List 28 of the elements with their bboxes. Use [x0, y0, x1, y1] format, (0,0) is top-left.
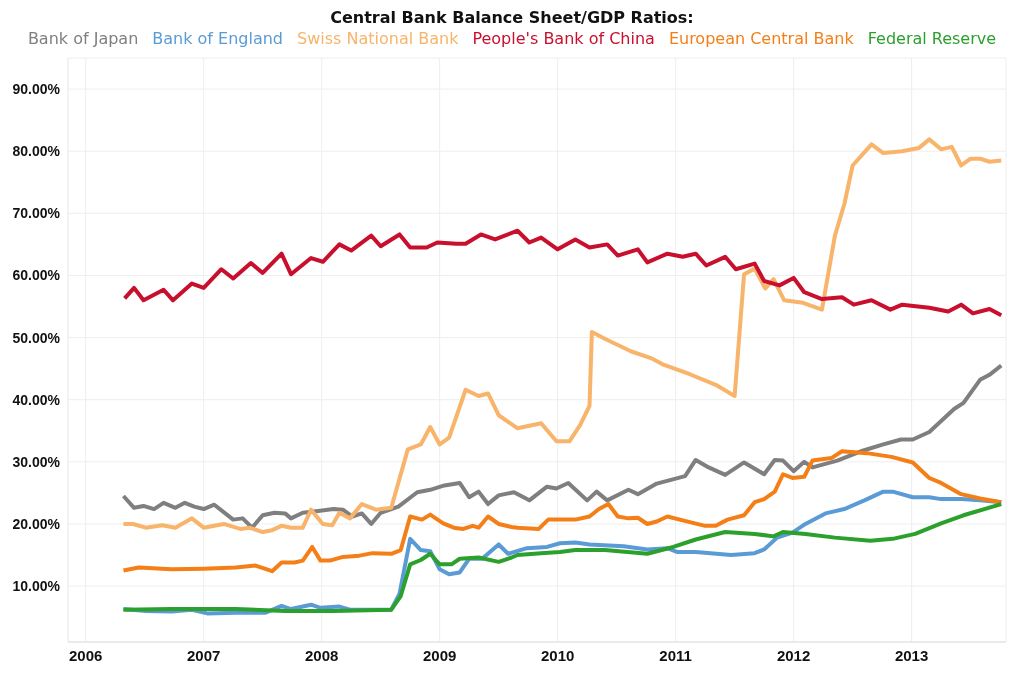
line-series — [121, 449, 1004, 574]
chart-title: Central Bank Balance Sheet/GDP Ratios: — [329, 8, 695, 27]
y-tick-label: 10.00% — [12, 578, 61, 595]
y-tick-label: 70.00% — [12, 205, 61, 222]
text: Federal Reserve — [867, 29, 997, 48]
y-tick-label: 40.00% — [12, 391, 61, 408]
text: People's Bank of China — [472, 29, 655, 48]
x-tick-label: 2012 — [776, 646, 811, 664]
x-tick-label: 2010 — [540, 646, 575, 664]
y-tick-label: 80.00% — [12, 143, 61, 160]
y-tick-label: 50.00% — [12, 329, 61, 346]
y-tick-label: 30.00% — [12, 453, 61, 470]
x-tick-label: 2011 — [659, 646, 692, 664]
line-series — [122, 228, 1004, 318]
line-series — [121, 137, 1004, 535]
x-tick-label: 2009 — [422, 646, 457, 664]
y-tick-label: 20.00% — [12, 515, 61, 532]
x-tick-label: 2013 — [894, 646, 929, 664]
line-series — [121, 363, 1004, 530]
x-tick-label: 2006 — [69, 646, 103, 664]
y-tick-label: 60.00% — [12, 267, 61, 284]
y-tick-label: 90.00% — [12, 81, 61, 98]
text: Bank of Japan — [27, 29, 139, 48]
x-tick-label: 2007 — [187, 646, 221, 664]
text: European Central Bank — [668, 29, 854, 48]
x-tick-label: 2008 — [304, 646, 339, 664]
text: Swiss National Bank — [297, 29, 459, 48]
text: Bank of England — [152, 29, 284, 48]
